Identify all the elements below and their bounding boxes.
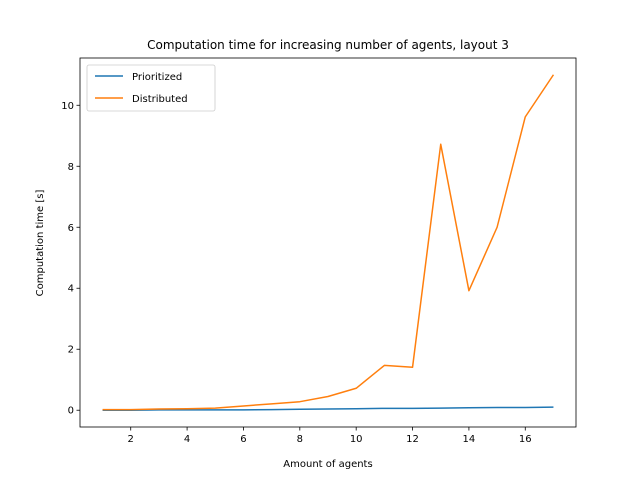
x-tick-label: 8: [297, 434, 303, 445]
plot-area: 2 4 6 8 10 12 14 16 0 2 4 6 8 10 Prioritized Distribute…: [61, 57, 577, 445]
y-tick-label: 0: [68, 406, 74, 417]
x-tick-label: 16: [519, 434, 532, 445]
x-axis-label: Amount of agents: [283, 459, 372, 470]
axes-frame: [79, 57, 577, 428]
x-tick-label: 2: [128, 434, 134, 445]
y-tick-label: 10: [61, 101, 74, 112]
x-tick-label: 14: [463, 434, 476, 445]
series-line-prioritized: [102, 406, 554, 411]
series-line-distributed: [102, 74, 555, 411]
y-tick-label: 2: [68, 345, 74, 356]
x-tick-label: 6: [240, 434, 246, 445]
y-tick-label: 6: [68, 223, 74, 234]
chart-title: Computation time for increasing number o…: [147, 38, 509, 52]
y-axis-label: Computation time [s]: [35, 190, 46, 297]
x-tick-label: 10: [350, 434, 363, 445]
x-tick-label: 12: [406, 434, 419, 445]
y-tick-label: 8: [68, 162, 74, 173]
legend-label-prioritized: Prioritized: [132, 72, 182, 83]
x-tick-label: 4: [184, 434, 190, 445]
y-tick-label: 4: [68, 284, 74, 295]
legend-label-distributed: Distributed: [132, 94, 188, 105]
